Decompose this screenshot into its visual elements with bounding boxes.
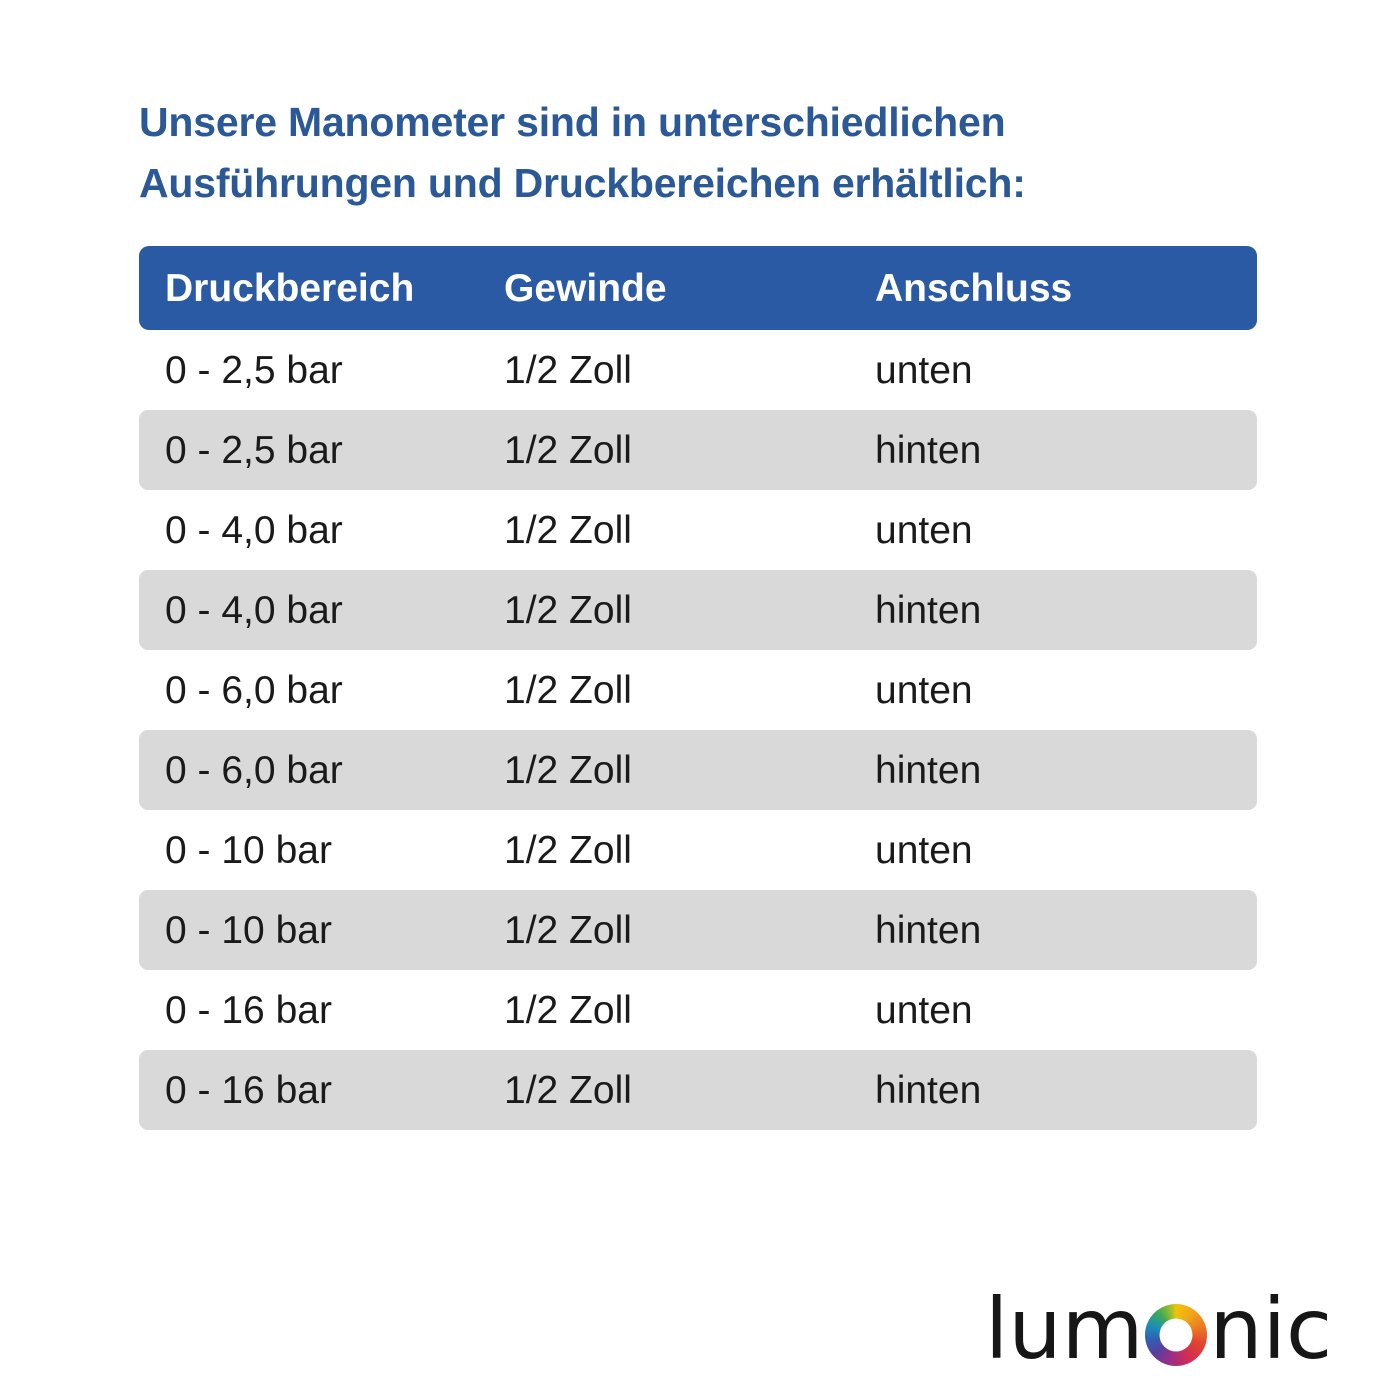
table-row: 0 - 6,0 bar 1/2 Zoll unten xyxy=(139,650,1257,730)
column-header-anschluss: Anschluss xyxy=(875,266,1073,310)
cell-druckbereich: 0 - 2,5 bar xyxy=(165,348,343,392)
cell-druckbereich: 0 - 4,0 bar xyxy=(165,508,343,552)
lumonic-logo: lum nic xyxy=(985,1286,1332,1372)
cell-gewinde: 1/2 Zoll xyxy=(504,988,632,1032)
table-row: 0 - 2,5 bar 1/2 Zoll hinten xyxy=(139,410,1257,490)
cell-druckbereich: 0 - 10 bar xyxy=(165,828,332,872)
cell-anschluss: hinten xyxy=(875,908,982,952)
cell-anschluss: unten xyxy=(875,988,973,1032)
cell-anschluss: hinten xyxy=(875,588,982,632)
cell-gewinde: 1/2 Zoll xyxy=(504,508,632,552)
table-row: 0 - 4,0 bar 1/2 Zoll hinten xyxy=(139,570,1257,650)
cell-gewinde: 1/2 Zoll xyxy=(504,828,632,872)
rainbow-ring-icon xyxy=(1145,1304,1208,1366)
cell-druckbereich: 0 - 6,0 bar xyxy=(165,668,343,712)
cell-druckbereich: 0 - 16 bar xyxy=(165,988,332,1032)
page-title-line-1: Unsere Manometer sind in unterschiedlich… xyxy=(139,99,1006,145)
page-title: Unsere Manometer sind in unterschiedlich… xyxy=(139,92,1259,214)
page-title-line-2: Ausführungen und Druckbereichen erhältli… xyxy=(139,160,1026,206)
cell-gewinde: 1/2 Zoll xyxy=(504,668,632,712)
logo-text-suffix: nic xyxy=(1209,1280,1333,1378)
cell-druckbereich: 0 - 6,0 bar xyxy=(165,748,343,792)
table-row: 0 - 10 bar 1/2 Zoll unten xyxy=(139,810,1257,890)
cell-druckbereich: 0 - 4,0 bar xyxy=(165,588,343,632)
cell-druckbereich: 0 - 16 bar xyxy=(165,1068,332,1112)
logo-text-prefix: lum xyxy=(985,1280,1144,1378)
column-header-druckbereich: Druckbereich xyxy=(165,266,415,310)
cell-anschluss: hinten xyxy=(875,428,982,472)
cell-anschluss: hinten xyxy=(875,1068,982,1112)
table-row: 0 - 16 bar 1/2 Zoll unten xyxy=(139,970,1257,1050)
cell-gewinde: 1/2 Zoll xyxy=(504,908,632,952)
cell-gewinde: 1/2 Zoll xyxy=(504,588,632,632)
cell-anschluss: unten xyxy=(875,668,973,712)
cell-gewinde: 1/2 Zoll xyxy=(504,428,632,472)
table-row: 0 - 4,0 bar 1/2 Zoll unten xyxy=(139,490,1257,570)
specs-table: Druckbereich Gewinde Anschluss 0 - 2,5 b… xyxy=(139,246,1257,1130)
table-header-row: Druckbereich Gewinde Anschluss xyxy=(139,246,1257,330)
cell-gewinde: 1/2 Zoll xyxy=(504,348,632,392)
cell-gewinde: 1/2 Zoll xyxy=(504,748,632,792)
table-row: 0 - 16 bar 1/2 Zoll hinten xyxy=(139,1050,1257,1130)
cell-anschluss: unten xyxy=(875,508,973,552)
column-header-gewinde: Gewinde xyxy=(504,266,667,310)
table-row: 0 - 10 bar 1/2 Zoll hinten xyxy=(139,890,1257,970)
table-row: 0 - 2,5 bar 1/2 Zoll unten xyxy=(139,330,1257,410)
cell-anschluss: hinten xyxy=(875,748,982,792)
cell-anschluss: unten xyxy=(875,348,973,392)
cell-anschluss: unten xyxy=(875,828,973,872)
table-row: 0 - 6,0 bar 1/2 Zoll hinten xyxy=(139,730,1257,810)
cell-druckbereich: 0 - 10 bar xyxy=(165,908,332,952)
cell-gewinde: 1/2 Zoll xyxy=(504,1068,632,1112)
cell-druckbereich: 0 - 2,5 bar xyxy=(165,428,343,472)
